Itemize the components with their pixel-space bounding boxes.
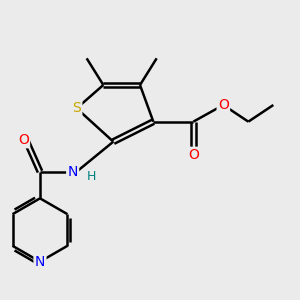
Text: N: N (68, 165, 78, 179)
Text: H: H (87, 170, 96, 183)
Text: O: O (218, 98, 229, 112)
Text: S: S (72, 101, 81, 115)
Text: O: O (188, 148, 199, 162)
Text: O: O (18, 133, 29, 147)
Text: N: N (35, 255, 45, 269)
